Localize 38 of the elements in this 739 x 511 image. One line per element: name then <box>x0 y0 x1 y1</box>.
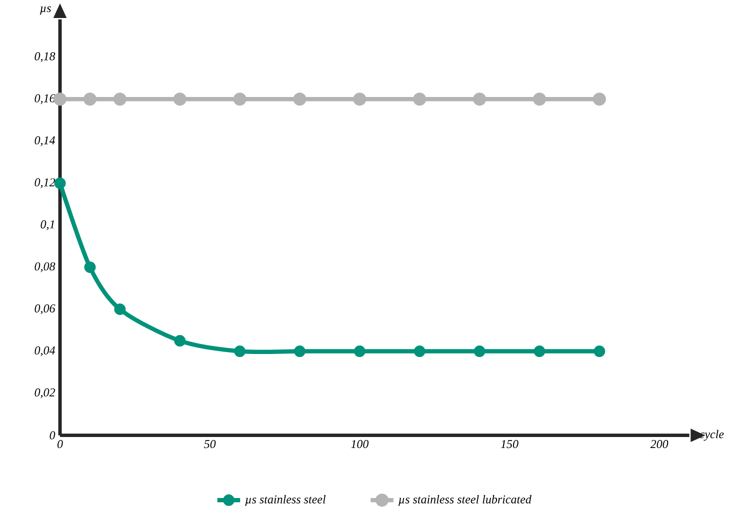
legend-label: µs stainless steel lubricated <box>398 495 532 506</box>
point <box>413 92 426 106</box>
point <box>174 335 186 347</box>
point <box>532 92 546 106</box>
point <box>84 262 96 274</box>
point <box>294 346 306 358</box>
point <box>173 92 186 106</box>
y-tick-label: 0,02 <box>34 388 56 398</box>
point <box>293 92 306 106</box>
y-tick-label: 0,08 <box>34 262 56 272</box>
point <box>354 346 366 358</box>
point <box>473 92 486 106</box>
y-tick-label: 0,04 <box>34 346 56 356</box>
point <box>534 346 546 358</box>
y-tick-label: 0 <box>50 431 56 440</box>
y-tick-label: 0,1 <box>40 220 54 230</box>
y-tick-label: 0,18 <box>34 52 56 62</box>
x-tick-label: 0 <box>57 440 63 448</box>
x-tick-label: 150 <box>500 440 518 448</box>
x-tick-label: 100 <box>351 440 369 448</box>
y-axis-title: µs <box>40 6 51 15</box>
x-tick-label: 50 <box>204 440 216 448</box>
point <box>114 304 126 316</box>
point <box>592 92 606 106</box>
point <box>594 346 606 358</box>
point <box>414 346 426 358</box>
point <box>353 92 366 106</box>
y-tick-label: 0,12 <box>34 178 56 188</box>
y-tick-label: 0,14 <box>34 136 56 146</box>
x-tick-label: 200 <box>650 440 668 448</box>
point <box>54 178 66 190</box>
point <box>474 346 486 358</box>
point <box>113 92 126 106</box>
y-tick-label: 0,06 <box>34 304 56 314</box>
point <box>83 92 97 106</box>
legend-label: µs stainless steel <box>245 495 326 506</box>
point <box>234 346 246 358</box>
point <box>233 92 246 106</box>
